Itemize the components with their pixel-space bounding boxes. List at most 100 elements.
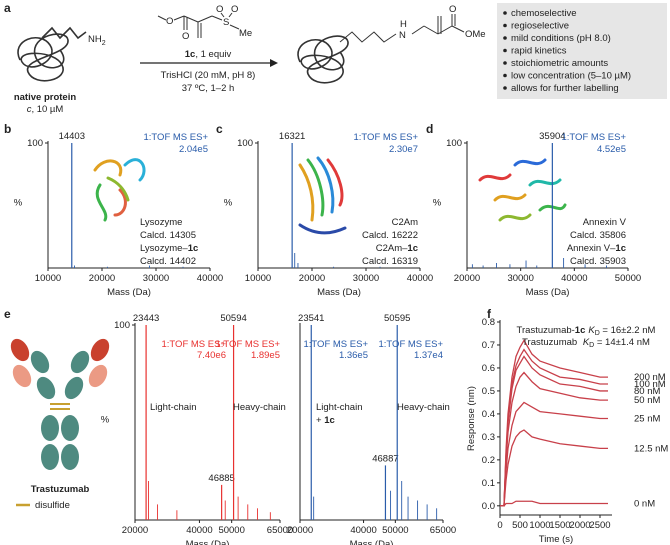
y-tick-label: 100 — [237, 138, 253, 149]
series-label: 80 nM — [634, 386, 660, 397]
amine-sub: 2 — [102, 40, 106, 47]
buffer: TrisHCl (20 mM, pH 8) — [161, 70, 256, 81]
feature: allows for further labelling — [511, 83, 619, 94]
kd-value: = 14±1.4 nM — [594, 337, 650, 348]
feature: chemoselective — [511, 8, 576, 19]
series-label: 12.5 nM — [634, 443, 668, 454]
instrument: 1:TOF MS ES+ — [144, 132, 209, 143]
start-label: native protein — [14, 92, 76, 103]
reagent-amount: 1c, 1 equiv — [185, 49, 232, 60]
annotation-text: Calcd. 16319 — [362, 256, 418, 267]
y-tick-label: 0.7 — [482, 340, 495, 351]
annotation: Calcd. 35806 — [570, 230, 626, 241]
feature: regioselective — [511, 21, 569, 32]
intensity: 4.52e5 — [597, 144, 626, 155]
x-tick-label: 20000 — [89, 273, 115, 284]
annotation-text: Lysozyme — [140, 217, 182, 228]
y-tick-label: 100 — [27, 138, 43, 149]
x-tick-label: 20000 — [122, 525, 148, 536]
x-tick-label: 40000 — [407, 273, 433, 284]
product-bonds — [339, 14, 465, 43]
annotation: Lysozyme — [140, 217, 182, 228]
x-tick-label: 30000 — [507, 273, 533, 284]
y-tick-label: 0.8 — [482, 317, 495, 328]
atom: O — [182, 31, 189, 42]
instrument: 1:TOF MS ES+ — [216, 339, 281, 350]
feature: stoichiometric amounts — [511, 58, 608, 69]
kd-bold: 1c — [575, 325, 586, 336]
bullet — [503, 23, 507, 28]
x-axis-label: Mass (Da) — [107, 287, 151, 298]
instrument: 1:TOF MS ES+ — [162, 339, 227, 350]
atom: N — [399, 30, 406, 41]
y-tick-label: 0.1 — [482, 478, 495, 489]
panel-label: e — [4, 307, 11, 321]
y-tick-label: 0.0 — [482, 501, 495, 512]
conc-var: c — [27, 104, 32, 115]
annotation-text: C2Am– — [376, 243, 408, 254]
bullet — [503, 86, 507, 90]
y-axis-label: Response (nm) — [466, 386, 477, 451]
reagent-bonds — [157, 12, 240, 38]
x-axis-label: Mass (Da) — [350, 539, 394, 545]
atom: H — [400, 19, 407, 30]
panel-label: d — [426, 122, 433, 136]
bullet — [503, 48, 507, 53]
y-tick-label: 100 — [446, 138, 462, 149]
panel-label: f — [487, 307, 492, 321]
annotation: C2Am — [392, 217, 418, 228]
kd-annotation: Trastuzumab KD = 14±1.4 nM — [522, 337, 650, 349]
y-tick-label: 0.2 — [482, 455, 495, 466]
annotation-text: Calcd. 35903 — [570, 256, 626, 267]
y-tick-label: 100 — [114, 320, 130, 331]
series-line — [500, 371, 608, 507]
intensity: 2.04e5 — [179, 144, 208, 155]
annotation: + 1c — [316, 415, 335, 426]
kd-sub: D — [589, 342, 594, 349]
x-tick-label: 2500 — [589, 520, 610, 531]
product-scribble — [297, 35, 349, 84]
annotation-text: Light-chain — [150, 402, 196, 413]
kd-value: = 16±2.2 nM — [600, 325, 656, 336]
y-axis-label: % — [101, 415, 110, 426]
intensity: 2.30e7 — [389, 144, 418, 155]
series-label: 200 nM — [634, 372, 666, 383]
atom: O — [166, 16, 173, 27]
peak-label: 50595 — [384, 313, 410, 324]
annotation: Light-chain — [316, 402, 362, 413]
x-tick-label: 10000 — [35, 273, 61, 284]
atom: S — [223, 17, 229, 28]
annotation-text: Annexin V — [583, 217, 627, 228]
annotation-text: Annexin V– — [567, 243, 616, 254]
x-axis-label: Mass (Da) — [186, 539, 230, 545]
feature: rapid kinetics — [511, 46, 567, 57]
annotation-text: Calcd. 14402 — [140, 256, 196, 267]
annotation: Heavy-chain — [397, 402, 450, 413]
intensity: 1.89e5 — [251, 350, 280, 361]
peak-label: 14403 — [59, 131, 85, 142]
x-tick-label: 0 — [497, 520, 502, 531]
annotation: Calcd. 35903 — [570, 256, 626, 267]
ribbon-c — [298, 156, 347, 235]
bullet — [503, 61, 507, 65]
feature: low concentration (5–10 µM) — [511, 71, 631, 82]
amine-text: NH — [88, 34, 102, 45]
annotation-bold: 1c — [407, 243, 418, 254]
annotation-text: Lysozyme– — [140, 243, 188, 254]
bullet — [503, 36, 507, 40]
annotation-text: Heavy-chain — [233, 402, 286, 413]
panel-label: a — [4, 1, 11, 15]
kd-symbol: K — [583, 337, 590, 348]
series-line — [500, 355, 608, 507]
annotation: Calcd. 16222 — [362, 230, 418, 241]
panel-label: b — [4, 122, 11, 136]
antibody-name: Trastuzumab — [31, 484, 90, 495]
reagent-id: 1c — [185, 49, 196, 60]
series-line — [500, 429, 608, 507]
arrow-head — [270, 59, 278, 67]
annotation: Heavy-chain — [233, 402, 286, 413]
y-axis-label: % — [433, 198, 442, 209]
ribbon-b — [93, 158, 146, 222]
annotation: Calcd. 16319 — [362, 256, 418, 267]
kd-name: Trastuzumab- — [517, 325, 575, 336]
